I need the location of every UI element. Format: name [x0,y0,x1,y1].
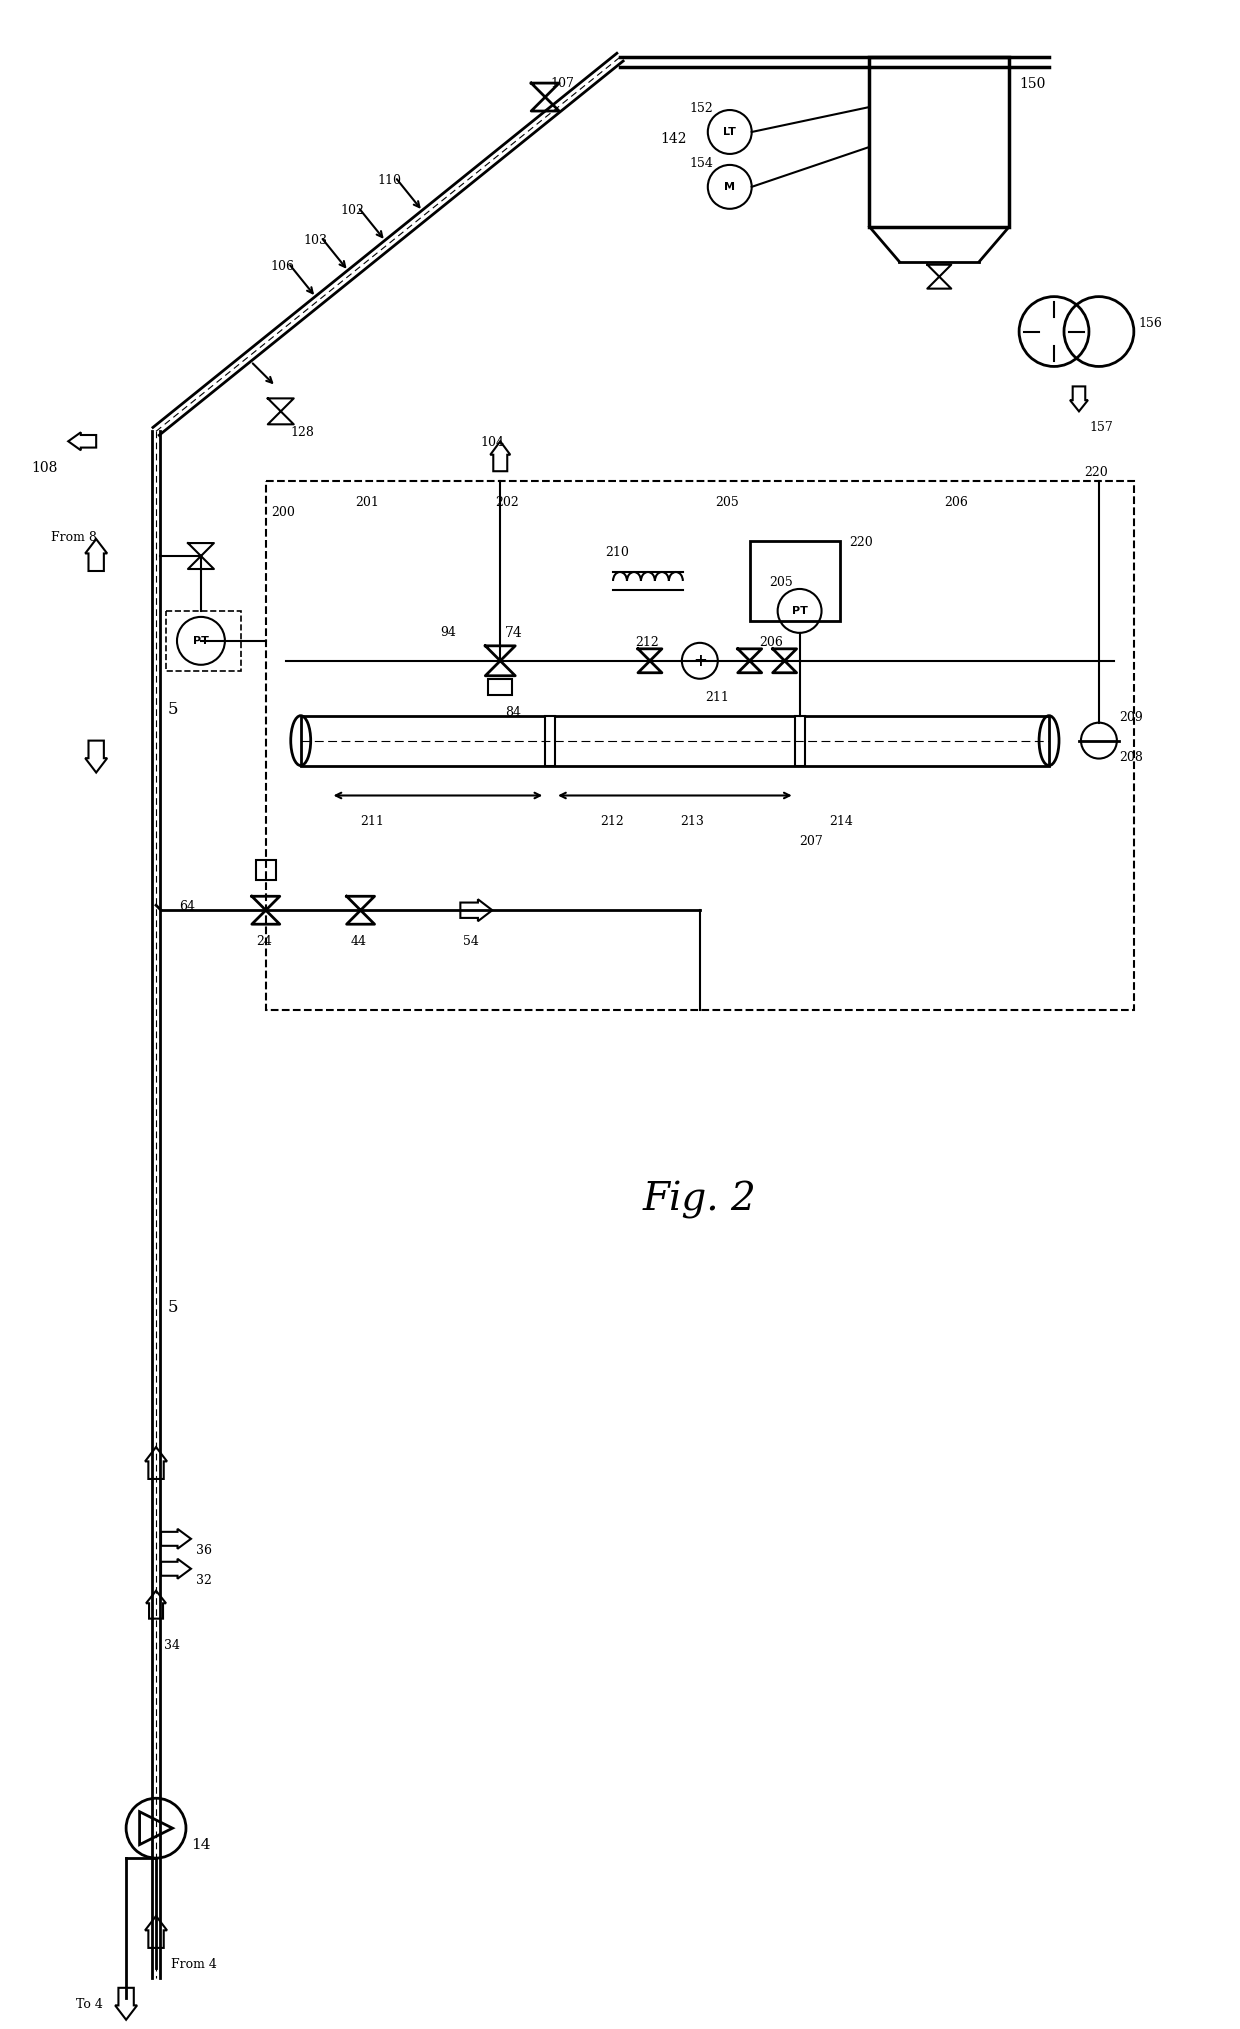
Text: 5: 5 [167,1299,179,1317]
Text: 202: 202 [495,497,520,509]
Text: 128: 128 [290,426,315,440]
Text: 5: 5 [167,700,179,718]
Text: 207: 207 [800,836,823,848]
Text: 110: 110 [378,174,402,187]
Text: 32: 32 [196,1575,212,1587]
Text: 106: 106 [270,260,295,274]
Text: 103: 103 [304,233,327,248]
Text: Fig. 2: Fig. 2 [644,1181,756,1219]
Text: From 4: From 4 [171,1958,217,1970]
Text: 156: 156 [1138,317,1163,329]
Text: PT: PT [193,635,208,645]
Text: 208: 208 [1118,751,1143,763]
Bar [750,542,839,621]
Text: 36: 36 [196,1544,212,1556]
Text: 213: 213 [680,816,704,828]
Text: 157: 157 [1089,422,1112,434]
Text: 24: 24 [255,935,272,948]
Bar [489,680,512,694]
Text: 54: 54 [464,935,479,948]
Text: 220: 220 [849,536,873,550]
Text: 107: 107 [551,77,574,89]
Text: 14: 14 [191,1838,211,1852]
Text: To 4: To 4 [76,1999,103,2011]
Text: 44: 44 [351,935,367,948]
Bar [166,611,241,672]
Text: 150: 150 [1019,77,1045,91]
Text: PT: PT [791,607,807,617]
Text: 214: 214 [830,816,853,828]
Bar [869,57,1009,227]
Text: +: + [693,651,707,670]
Text: 211: 211 [361,816,384,828]
Text: 212: 212 [635,635,658,649]
Text: 64: 64 [179,901,195,913]
Bar [301,716,1049,765]
Text: LT: LT [723,128,737,138]
Text: 201: 201 [356,497,379,509]
Bar [546,716,556,765]
Text: 108: 108 [31,461,58,475]
Text: 152: 152 [689,101,713,116]
Text: 206: 206 [945,497,968,509]
Text: 102: 102 [341,203,365,217]
Text: 211: 211 [704,690,729,704]
Text: 200: 200 [270,505,295,519]
Text: 205: 205 [770,576,794,588]
Text: 84: 84 [505,706,521,718]
Text: 142: 142 [660,132,687,146]
Text: 154: 154 [689,156,714,170]
Text: 209: 209 [1118,710,1142,724]
Text: 104: 104 [480,436,505,448]
Text: 206: 206 [760,635,784,649]
Text: 74: 74 [505,625,523,639]
Text: M: M [724,183,735,193]
Text: 205: 205 [714,497,739,509]
Text: 212: 212 [600,816,624,828]
Text: 220: 220 [1084,467,1107,479]
Bar [255,860,275,881]
Text: 34: 34 [164,1639,180,1652]
Text: 210: 210 [605,546,629,560]
Text: 94: 94 [440,625,456,639]
Text: From 8: From 8 [51,532,97,544]
Bar [795,716,805,765]
Bar [265,481,1133,1010]
